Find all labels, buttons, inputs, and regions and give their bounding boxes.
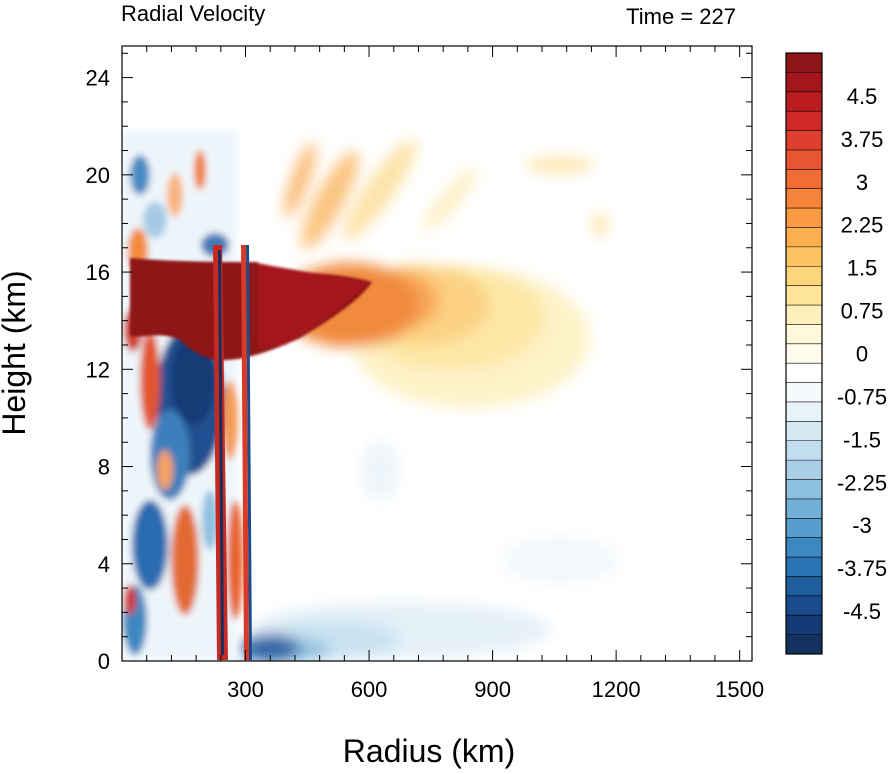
colorbar-label: 0.75	[841, 299, 884, 324]
y-tick-label: 12	[86, 357, 110, 382]
colorbar-label: -2.25	[837, 470, 887, 495]
colorbar-swatch	[786, 227, 822, 248]
y-tick-label: 4	[98, 552, 110, 577]
colorbar-swatch	[786, 460, 822, 480]
colorbar-swatch	[786, 343, 822, 364]
plot-frame	[121, 45, 753, 662]
colorbar-swatch	[786, 169, 822, 190]
colorbar-label: 3	[856, 170, 868, 195]
x-tick-label: 900	[474, 677, 511, 702]
colorbar-label: -3	[852, 513, 872, 538]
y-axis: 0 4 8 12 16 20 24	[86, 52, 752, 674]
colorbar-swatch	[786, 479, 822, 500]
colorbar-label: 0	[856, 342, 868, 367]
colorbar-swatch	[786, 149, 822, 170]
colorbar-swatch	[786, 72, 822, 93]
colorbar-swatch	[786, 634, 822, 655]
chart-subtitle: Time = 227	[626, 4, 736, 29]
y-tick-label: 24	[86, 66, 110, 91]
colorbar-label: 2.25	[841, 213, 884, 238]
x-tick-label: 1200	[592, 677, 641, 702]
colorbar-swatch	[786, 557, 822, 577]
y-tick-label: 8	[98, 455, 110, 480]
colorbar-label: 3.75	[841, 127, 884, 152]
y-tick-label: 20	[86, 163, 110, 188]
colorbar-label: -4.5	[843, 599, 881, 624]
colorbar-swatch	[786, 537, 822, 558]
colorbar-swatch	[786, 576, 822, 597]
heatmap-field	[122, 46, 752, 661]
colorbar-swatch	[786, 111, 822, 131]
colorbar-swatch	[786, 305, 822, 325]
colorbar-swatch	[786, 266, 822, 287]
chart-title: Radial Velocity	[121, 1, 265, 26]
x-axis: 300 600 900 1200 1500	[146, 46, 764, 702]
colorbar-swatch	[786, 53, 822, 73]
colorbar-swatch	[786, 498, 822, 519]
colorbar-swatch	[786, 91, 822, 112]
x-tick-label: 300	[227, 677, 264, 702]
x-tick-label: 1500	[715, 677, 764, 702]
y-axis-title: Height (km)	[0, 270, 32, 435]
colorbar-swatch	[786, 595, 822, 616]
colorbar-label: 1.5	[847, 256, 878, 281]
colorbar-label: -3.75	[837, 556, 887, 581]
colorbar-frame	[785, 52, 823, 655]
colorbar-swatch	[786, 518, 822, 539]
y-tick-label: 0	[98, 649, 110, 674]
colorbar-swatch	[786, 246, 822, 267]
colorbar-label: 4.5	[847, 84, 878, 109]
colorbar-swatch	[786, 421, 822, 442]
colorbar-swatch	[786, 440, 822, 461]
colorbar-swatch	[786, 130, 822, 151]
colorbar-swatch	[786, 615, 822, 636]
colorbar-label: -1.5	[843, 427, 881, 452]
colorbar-swatch	[786, 363, 822, 383]
colorbar: 4.5 3.75 3 2.25 1.5 0.75 0 -0.75 -1.5 -2.25 -3 -3.7…	[785, 52, 887, 655]
y-tick-label: 16	[86, 260, 110, 285]
colorbar-label: -0.75	[837, 384, 887, 409]
colorbar-swatch	[786, 324, 822, 345]
colorbar-swatch	[786, 382, 822, 403]
x-tick-label: 600	[351, 677, 388, 702]
colorbar-swatch	[786, 401, 822, 422]
x-axis-title: Radius (km)	[343, 733, 515, 769]
colorbar-swatch	[786, 208, 822, 228]
colorbar-swatch	[786, 188, 822, 209]
colorbar-swatch	[786, 285, 822, 306]
